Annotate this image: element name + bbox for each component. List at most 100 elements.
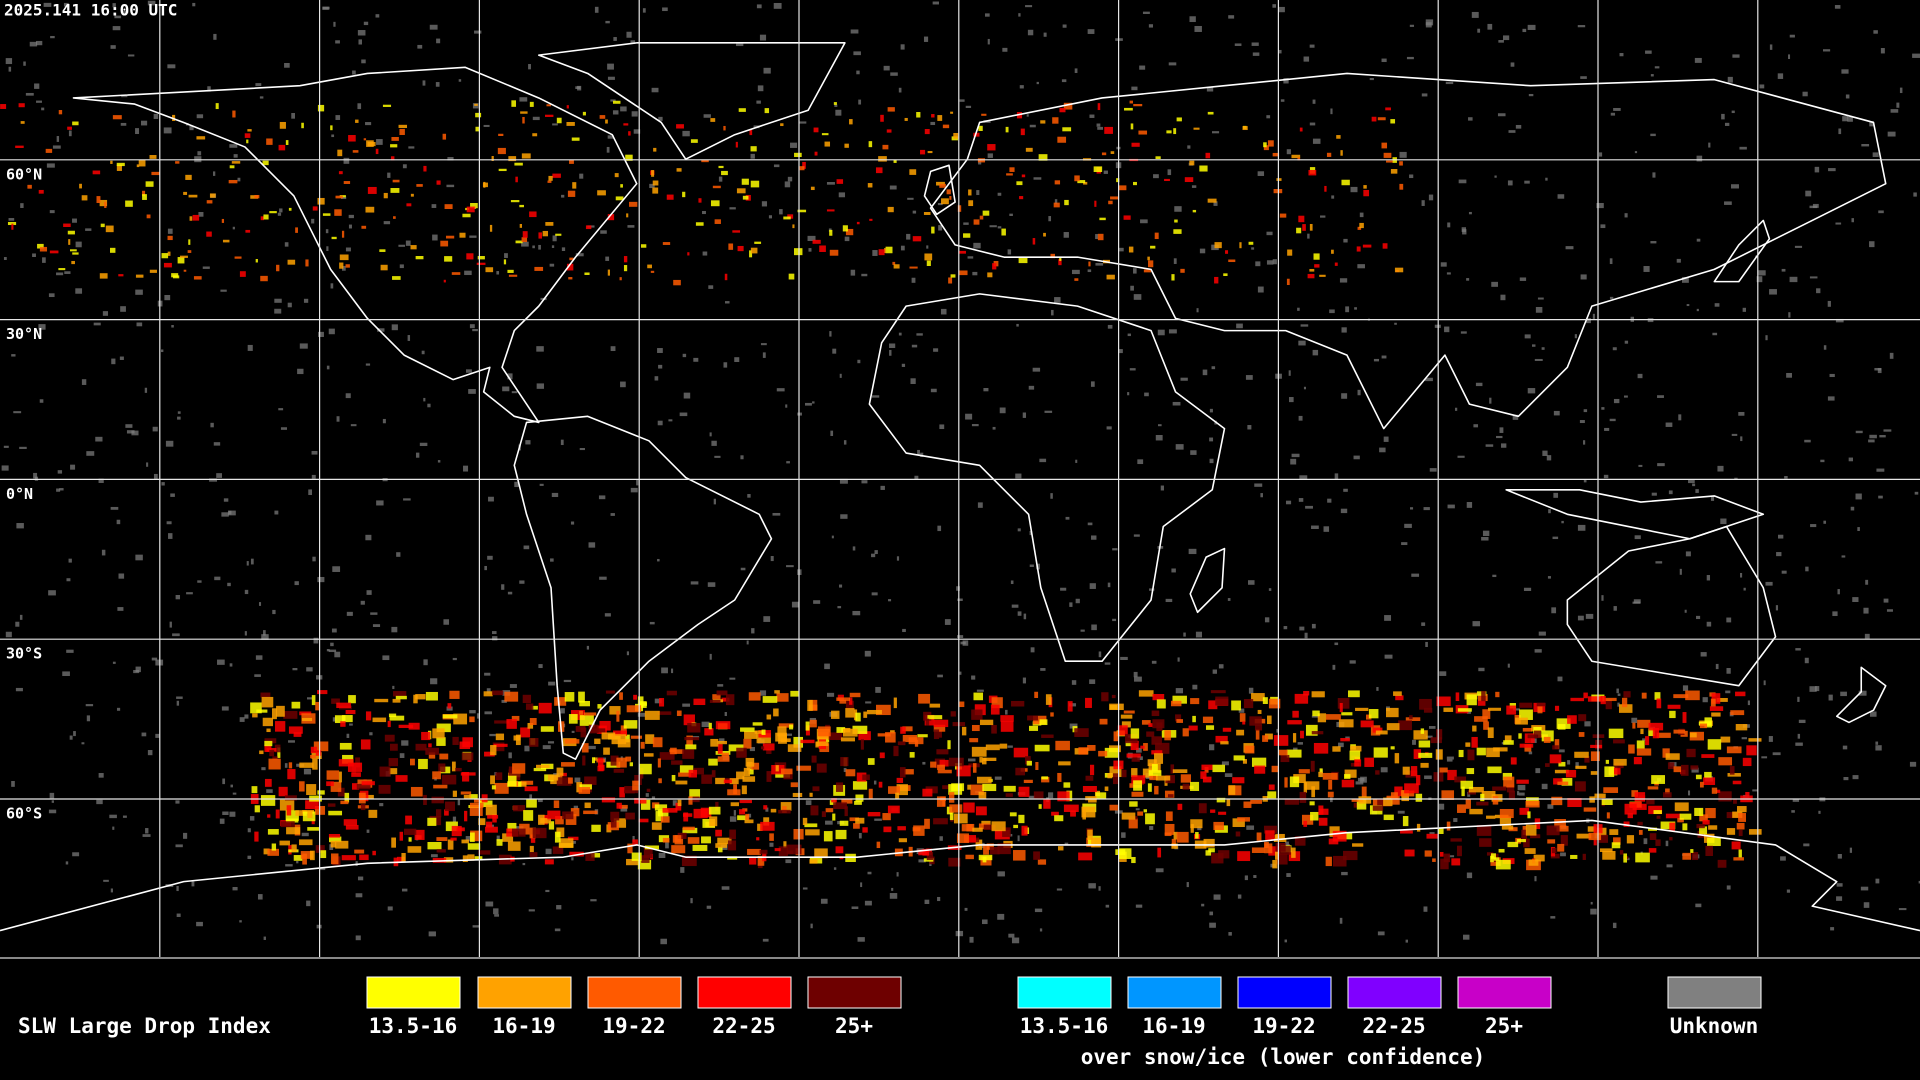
cloud-speck [1601,595,1604,601]
cloud-speck [1339,278,1348,283]
cloud-speck [249,816,255,821]
cloud-speck [858,99,862,105]
cloud-speck [332,717,337,722]
cloud-speck [1425,735,1433,738]
cloud-speck [573,805,579,810]
cloud-speck [1228,932,1232,936]
cloud-speck [1373,358,1380,362]
cloud-speck [1570,697,1585,702]
cloud-speck [1548,509,1551,514]
cloud-speck [311,818,315,825]
cloud-speck [1493,747,1508,752]
cloud-speck [1033,177,1042,180]
cloud-speck [1228,259,1236,263]
cloud-speck [1058,761,1071,766]
cloud-speck [1471,11,1479,18]
cloud-speck [1275,833,1285,839]
cloud-speck [1731,110,1735,114]
cloud-speck [1097,126,1104,130]
cloud-speck [1340,150,1343,156]
cloud-speck [309,850,315,861]
cloud-speck [194,156,202,163]
cloud-speck [953,132,959,139]
cloud-speck [1432,858,1436,862]
cloud-speck [167,235,173,241]
cloud-speck [571,730,575,733]
cloud-speck [527,722,534,729]
cloud-speck [379,249,386,252]
cloud-speck [1298,340,1306,346]
cloud-speck [1695,903,1702,908]
cloud-speck [632,839,638,846]
cloud-speck [135,274,144,278]
cloud-speck [715,829,722,837]
cloud-speck [284,242,289,247]
cloud-speck [702,819,716,828]
cloud-speck [525,703,534,710]
cloud-speck [1050,493,1053,499]
cloud-speck [1835,222,1842,225]
cloud-speck [858,731,871,741]
cloud-speck [311,218,315,224]
cloud-speck [521,237,528,243]
cloud-speck [1791,810,1795,813]
cloud-speck [464,270,472,276]
cloud-speck [719,738,725,743]
cloud-speck [161,482,165,486]
cloud-speck [355,935,361,941]
cloud-speck [1190,450,1197,455]
cloud-speck [519,580,525,584]
cloud-speck [1405,939,1408,943]
cloud-speck [1129,801,1138,807]
cloud-speck [594,6,599,13]
cloud-speck [1344,774,1351,779]
cloud-speck [1613,758,1627,766]
cloud-speck [1019,196,1024,200]
cloud-speck [337,149,343,157]
cloud-speck [1309,223,1313,231]
cloud-speck [709,816,718,827]
cloud-speck [1481,790,1496,800]
cloud-speck [232,792,237,795]
cloud-speck [950,711,956,717]
cloud-speck [345,710,356,715]
cloud-speck [933,724,946,732]
cloud-speck [1059,107,1066,113]
cloud-speck [978,125,983,131]
cloud-speck [1078,747,1088,755]
cloud-speck [861,273,868,277]
cloud-speck [455,767,462,772]
cloud-speck [475,126,480,132]
cloud-speck [899,767,906,778]
cloud-speck [1837,589,1840,595]
cloud-speck [1334,473,1339,480]
cloud-speck [1701,754,1715,758]
cloud-speck [1550,916,1556,919]
cloud-speck [634,775,642,786]
cloud-speck [1099,718,1108,725]
cloud-speck [112,115,122,120]
cloud-speck [1368,709,1379,719]
cloud-speck [1385,107,1391,111]
cloud-speck [1580,76,1587,79]
cloud-speck [81,379,87,385]
cloud-speck [949,811,954,821]
new-zealand [1835,666,1887,724]
cloud-speck [1411,573,1420,577]
cloud-speck [1698,721,1712,726]
cloud-speck [538,232,542,239]
cloud-speck [530,834,536,843]
cloud-speck [1554,819,1566,828]
cloud-speck [729,778,739,785]
cloud-speck [326,781,334,787]
cloud-speck [1373,747,1388,758]
cloud-speck [1386,795,1400,805]
cloud-speck [301,717,313,722]
cloud-speck [49,210,55,214]
cloud-speck [1841,555,1846,558]
cloud-speck [430,678,438,685]
cloud-speck [863,711,868,718]
cloud-speck [620,381,626,388]
cloud-speck [653,147,657,152]
cloud-speck [727,840,737,851]
